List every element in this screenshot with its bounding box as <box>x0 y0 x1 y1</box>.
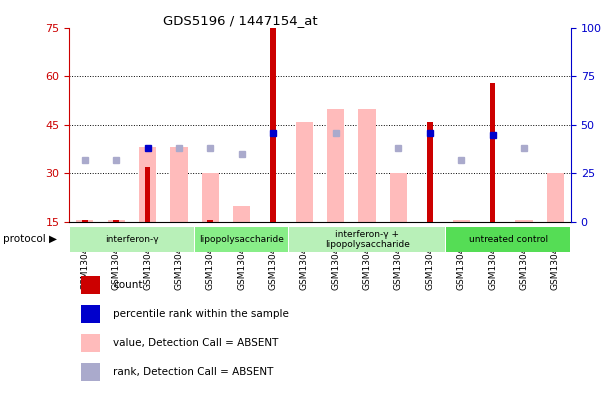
Text: count: count <box>113 280 142 290</box>
Bar <box>233 206 250 222</box>
Bar <box>270 28 276 222</box>
Bar <box>207 220 213 222</box>
Bar <box>170 147 188 222</box>
Bar <box>81 334 100 352</box>
Bar <box>446 227 570 252</box>
Text: lipopolysaccharide: lipopolysaccharide <box>199 235 284 244</box>
Bar <box>327 108 344 222</box>
Bar <box>195 227 288 252</box>
Bar <box>453 220 470 222</box>
Bar <box>296 121 313 222</box>
Bar <box>139 147 156 222</box>
Bar <box>108 220 125 222</box>
Bar <box>515 220 532 222</box>
Bar <box>427 121 433 222</box>
Bar <box>81 276 100 294</box>
Bar <box>82 220 88 222</box>
Text: value, Detection Call = ABSENT: value, Detection Call = ABSENT <box>113 338 278 348</box>
Text: protocol ▶: protocol ▶ <box>3 234 57 244</box>
Bar <box>81 363 100 381</box>
Text: rank, Detection Call = ABSENT: rank, Detection Call = ABSENT <box>113 367 273 377</box>
Bar <box>390 173 407 222</box>
Bar <box>145 167 150 222</box>
Bar <box>70 227 194 252</box>
Text: untreated control: untreated control <box>469 235 548 244</box>
Bar <box>201 173 219 222</box>
Text: GDS5196 / 1447154_at: GDS5196 / 1447154_at <box>163 14 318 27</box>
Bar <box>289 227 445 252</box>
Text: interferon-γ: interferon-γ <box>105 235 159 244</box>
Bar <box>547 173 564 222</box>
Bar <box>114 220 119 222</box>
Bar <box>81 305 100 323</box>
Text: percentile rank within the sample: percentile rank within the sample <box>113 309 289 319</box>
Text: interferon-γ +
lipopolysaccharide: interferon-γ + lipopolysaccharide <box>325 230 409 249</box>
Bar <box>358 108 376 222</box>
Bar <box>490 83 495 222</box>
Bar <box>76 220 93 222</box>
